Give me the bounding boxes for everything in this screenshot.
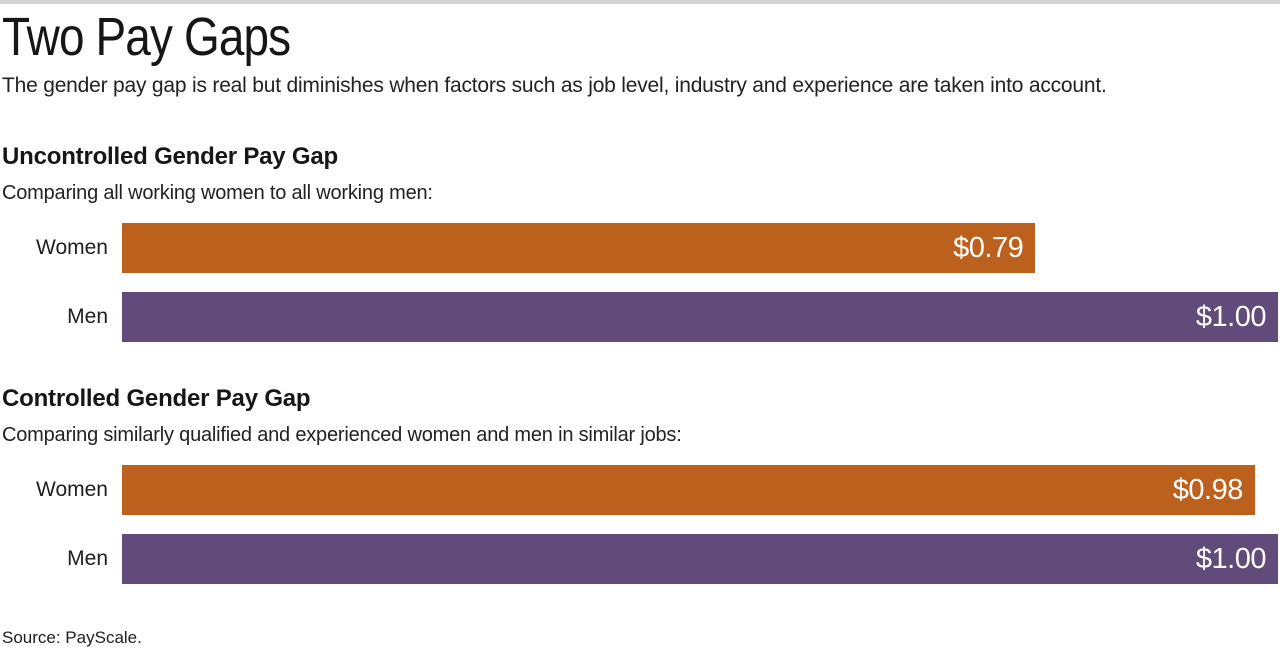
bar-track: $1.00 xyxy=(122,292,1278,342)
page-title: Two Pay Gaps xyxy=(2,7,291,67)
controlled-men-row: Men $1.00 xyxy=(0,534,1280,584)
uncontrolled-women-row: Women $0.79 xyxy=(0,223,1280,273)
controlled-women-bar: $0.98 xyxy=(122,465,1255,515)
uncontrolled-women-value: $0.79 xyxy=(953,231,1024,264)
uncontrolled-men-row: Men $1.00 xyxy=(0,292,1280,342)
category-label-men: Men xyxy=(67,305,108,328)
category-label-women: Women xyxy=(36,478,108,501)
bar-track: $1.00 xyxy=(122,534,1278,584)
bar-track: $0.98 xyxy=(122,465,1278,515)
uncontrolled-men-value: $1.00 xyxy=(1195,300,1267,333)
controlled-section-desc: Comparing similarly qualified and experi… xyxy=(2,424,682,446)
controlled-women-row: Women $0.98 xyxy=(0,465,1280,515)
page-subtitle: The gender pay gap is real but diminishe… xyxy=(2,74,1107,97)
controlled-women-value: $0.98 xyxy=(1172,473,1244,506)
controlled-men-value: $1.00 xyxy=(1195,542,1267,575)
bar-track: $0.79 xyxy=(122,223,1278,273)
controlled-men-bar: $1.00 xyxy=(122,534,1278,584)
uncontrolled-women-bar: $0.79 xyxy=(122,223,1036,273)
uncontrolled-section-desc: Comparing all working women to all worki… xyxy=(2,182,433,204)
category-label-men: Men xyxy=(67,547,108,570)
uncontrolled-men-bar: $1.00 xyxy=(122,292,1278,342)
category-label-women: Women xyxy=(36,236,108,259)
top-divider xyxy=(0,0,1280,4)
source-note: Source: PayScale. xyxy=(2,628,142,647)
uncontrolled-section-title: Uncontrolled Gender Pay Gap xyxy=(2,143,339,170)
controlled-section-title: Controlled Gender Pay Gap xyxy=(2,385,311,412)
controlled-section: Controlled Gender Pay Gap Comparing simi… xyxy=(0,385,1280,584)
uncontrolled-section: Uncontrolled Gender Pay Gap Comparing al… xyxy=(0,143,1280,342)
